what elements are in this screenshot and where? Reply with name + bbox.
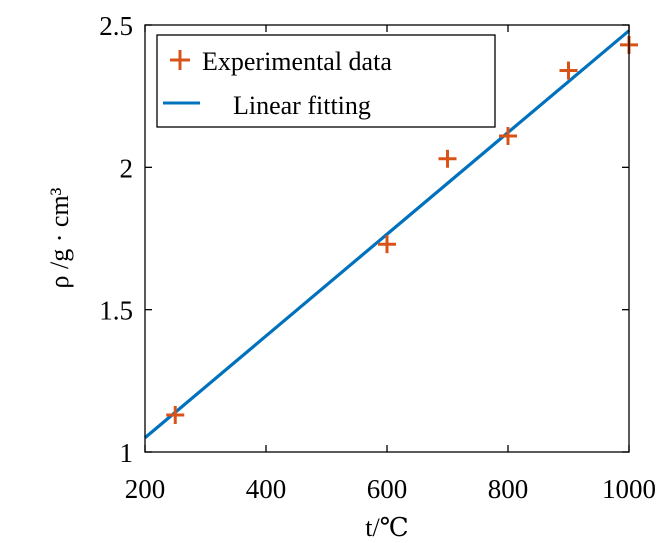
- x-tick-label: 400: [246, 474, 287, 504]
- x-tick-label: 200: [125, 474, 166, 504]
- series-layer: [143, 29, 638, 439]
- x-tick-label: 800: [488, 474, 529, 504]
- legend-label-experimental: Experimental data: [202, 47, 392, 76]
- y-tick-label: 2.5: [99, 11, 133, 41]
- data-point: [559, 61, 578, 80]
- legend: Experimental data Linear fitting: [156, 34, 496, 128]
- y-axis-label: ρ /g · cm³: [45, 187, 74, 288]
- x-axis-label: t/℃: [365, 513, 409, 542]
- data-point: [378, 235, 396, 254]
- y-tick-label: 1.5: [99, 296, 133, 326]
- data-point: [499, 127, 517, 146]
- x-tick-label: 1000: [602, 474, 656, 504]
- y-tick-label: 2: [120, 153, 134, 183]
- data-point: [166, 405, 185, 424]
- legend-label-linear: Linear fitting: [233, 91, 371, 120]
- x-tick-label: 600: [367, 474, 408, 504]
- legend-box: [156, 34, 496, 128]
- legend-marker-experimental: [170, 50, 190, 70]
- tick-layer: 200 400 600 800 1000 1 1.5 2 2.5: [99, 11, 656, 504]
- fit-line: [143, 29, 631, 439]
- y-tick-label: 1: [120, 438, 134, 468]
- data-point: [438, 149, 457, 168]
